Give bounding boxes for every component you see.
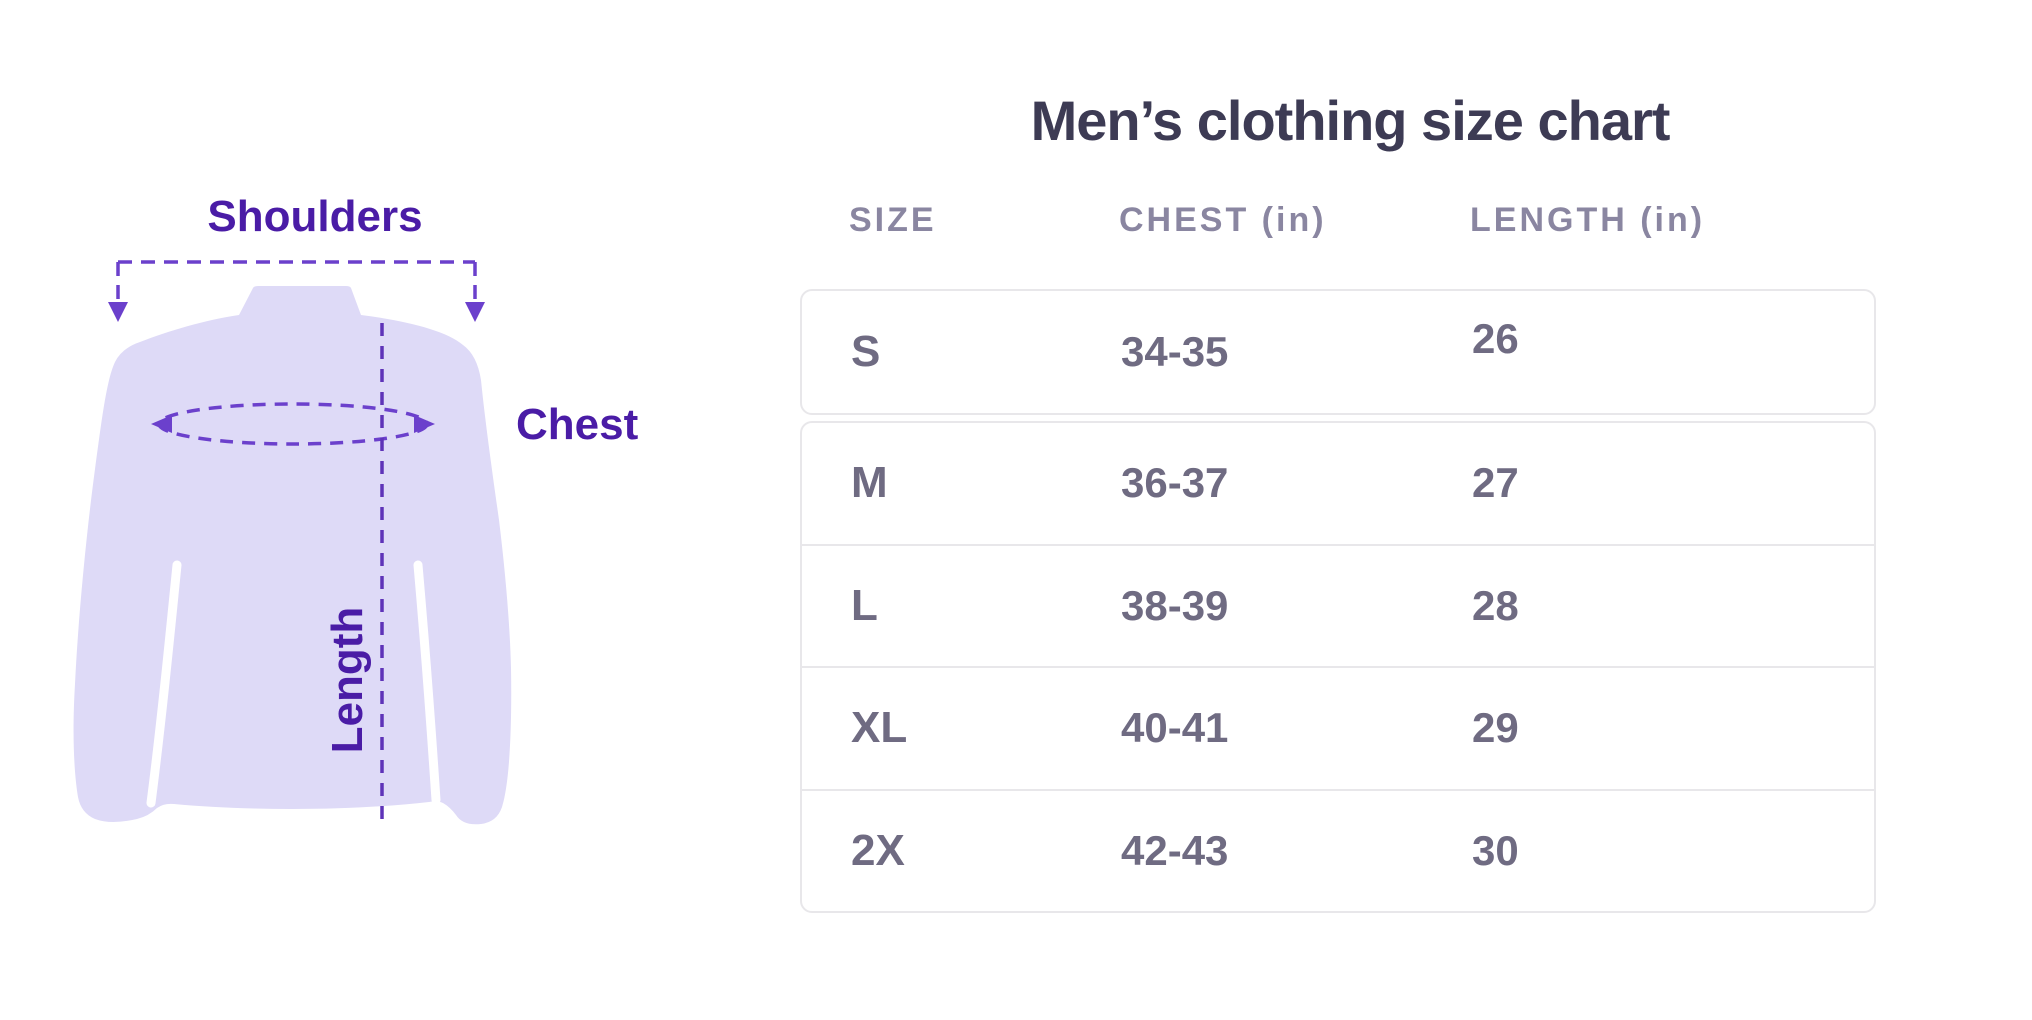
size-table-block-m-2x: M 36-37 27 L 38-39 28 XL 40-41 29 2X 42-… <box>800 421 1876 913</box>
cell-length: 29 <box>1472 704 1519 752</box>
cell-size: L <box>851 580 878 630</box>
table-row-l: L 38-39 28 <box>802 543 1874 667</box>
left-armpit-gap <box>146 560 182 808</box>
column-header-length: LENGTH (in) <box>1470 201 1706 239</box>
cell-size: S <box>851 327 881 376</box>
cell-size: M <box>851 458 888 508</box>
cell-chest: 38-39 <box>1121 581 1229 629</box>
table-header-row: SIZE CHEST (in) LENGTH (in) <box>800 200 1876 240</box>
shirt-silhouette <box>73 286 512 825</box>
chest-arrow-right-icon <box>414 415 435 433</box>
page-title: Men’s clothing size chart <box>1030 89 1671 152</box>
right-armpit-gap <box>413 560 441 805</box>
column-header-size: SIZE <box>849 201 937 239</box>
shoulders-label: Shoulders <box>207 192 423 241</box>
table-row-xl: XL 40-41 29 <box>802 666 1874 789</box>
cell-chest: 36-37 <box>1121 459 1229 507</box>
shirt-illustration <box>73 260 512 825</box>
column-header-chest: CHEST (in) <box>1119 201 1327 239</box>
shoulder-arrow-left-icon <box>108 302 128 322</box>
table-row-s: S 34-35 26 <box>802 291 1874 413</box>
size-table-block-s: S 34-35 26 <box>800 289 1876 415</box>
chest-label: Chest <box>516 400 639 449</box>
cell-length: 27 <box>1472 459 1519 507</box>
cell-size: 2X <box>851 825 905 875</box>
table-row-2x: 2X 42-43 30 <box>802 788 1874 912</box>
shoulder-arrow-right-icon <box>465 302 485 322</box>
cell-chest: 42-43 <box>1121 826 1229 874</box>
length-label: Length <box>323 606 372 754</box>
cell-length: 28 <box>1472 581 1519 629</box>
cell-length: 26 <box>1472 315 1519 362</box>
cell-size: XL <box>851 703 908 753</box>
table-row-m: M 36-37 27 <box>802 423 1874 544</box>
cell-chest: 40-41 <box>1121 704 1229 752</box>
cell-length: 30 <box>1472 826 1519 874</box>
shoulder-measure-line <box>116 260 477 303</box>
cell-chest: 34-35 <box>1121 328 1229 375</box>
chest-arrow-left-icon <box>151 415 172 433</box>
